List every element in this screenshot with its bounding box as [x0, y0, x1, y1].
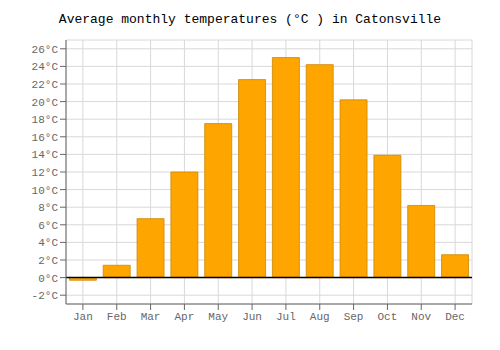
svg-text:Jul: Jul — [276, 311, 296, 323]
svg-text:Sep: Sep — [344, 311, 364, 323]
svg-text:Feb: Feb — [107, 311, 127, 323]
svg-text:18°C: 18°C — [32, 114, 59, 126]
svg-text:Apr: Apr — [175, 311, 195, 323]
svg-text:4°C: 4°C — [38, 237, 58, 249]
svg-text:Jun: Jun — [242, 311, 262, 323]
svg-text:20°C: 20°C — [32, 97, 59, 109]
svg-text:Oct: Oct — [378, 311, 398, 323]
svg-text:2°C: 2°C — [38, 255, 58, 267]
svg-text:22°C: 22°C — [32, 79, 59, 91]
html-text:Average monthly temperatures (: Average monthly temperatures (°C ) in Ca… — [58, 12, 442, 27]
svg-text:10°C: 10°C — [32, 185, 59, 197]
svg-text:Nov: Nov — [411, 311, 431, 323]
svg-text:Dec: Dec — [445, 311, 465, 323]
svg-text:Mar: Mar — [141, 311, 161, 323]
svg-text:0°C: 0°C — [38, 273, 58, 285]
svg-text:26°C: 26°C — [32, 44, 59, 56]
svg-text:May: May — [208, 311, 228, 323]
svg-text:6°C: 6°C — [38, 220, 58, 232]
svg-text:16°C: 16°C — [32, 132, 59, 144]
svg-text:12°C: 12°C — [32, 167, 59, 179]
svg-text:-2°C: -2°C — [32, 290, 59, 302]
svg-text:Aug: Aug — [310, 311, 330, 323]
svg-text:Jan: Jan — [73, 311, 93, 323]
svg-text:14°C: 14°C — [32, 149, 59, 161]
svg-text:24°C: 24°C — [32, 61, 59, 73]
svg-text:8°C: 8°C — [38, 202, 58, 214]
